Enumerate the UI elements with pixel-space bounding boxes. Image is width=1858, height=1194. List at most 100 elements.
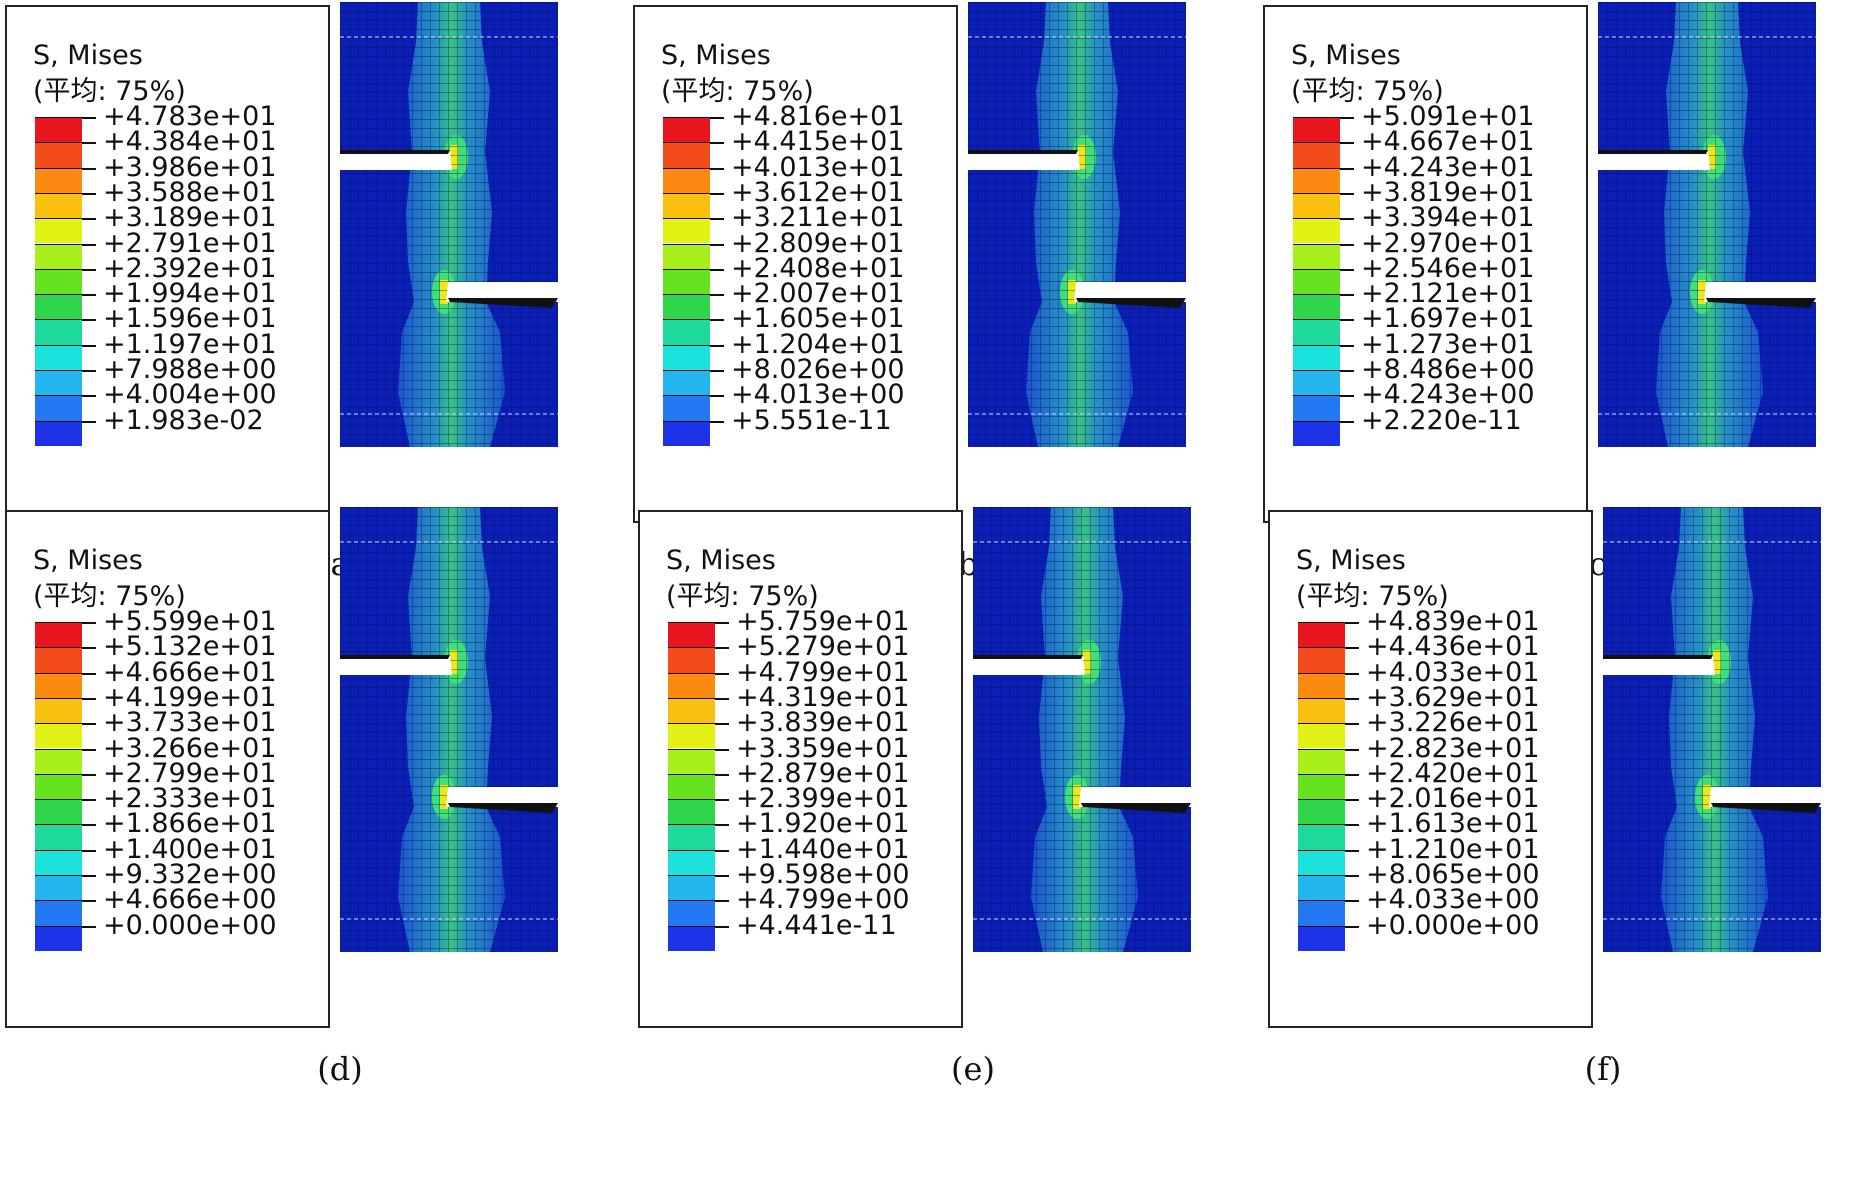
legend-value: +7.988e+00 bbox=[103, 354, 277, 385]
legend-value: +8.065e+00 bbox=[1366, 859, 1540, 890]
legend-swatch bbox=[1298, 799, 1345, 825]
legend-subtitle: (平均: 75%) bbox=[1296, 581, 1449, 612]
legend-value: +9.332e+00 bbox=[103, 859, 277, 890]
legend-tick bbox=[82, 849, 96, 852]
legend-value: +4.013e+01 bbox=[731, 151, 905, 183]
legend-value: +5.091e+01 bbox=[1361, 101, 1535, 132]
legend-tick bbox=[1340, 420, 1354, 423]
legend-subtitle: (平均: 75%) bbox=[661, 76, 814, 107]
legend-swatch bbox=[35, 925, 82, 951]
legend-swatch bbox=[668, 900, 715, 926]
legend-swatch bbox=[668, 773, 715, 800]
legend-swatch bbox=[668, 647, 715, 673]
legend-value: +2.879e+01 bbox=[736, 757, 910, 789]
legend-tick bbox=[1345, 697, 1359, 700]
legend-tick bbox=[82, 117, 96, 119]
legend-tick bbox=[715, 799, 729, 802]
legend-tick bbox=[1340, 344, 1354, 347]
result-panel: S, Mises (平均: 75%) +5.599e+01 +5.132e+01 +4.… bbox=[0, 505, 600, 1095]
legend-title: S, Mises bbox=[666, 545, 776, 576]
legend-value: +3.839e+01 bbox=[736, 707, 910, 739]
panel-caption: (e) bbox=[951, 1050, 995, 1088]
legend-value: +0.000e+00 bbox=[1366, 909, 1540, 941]
legend-swatch bbox=[1298, 697, 1345, 724]
legend-value: +5.759e+01 bbox=[736, 606, 910, 637]
legend-tick bbox=[1345, 773, 1359, 776]
legend-value: +2.546e+01 bbox=[1361, 252, 1535, 284]
legend-tick bbox=[1340, 243, 1354, 246]
legend-tick bbox=[715, 697, 729, 700]
legend-swatch bbox=[663, 117, 710, 143]
legend-value: +1.866e+01 bbox=[103, 808, 277, 840]
legend-swatch bbox=[1293, 192, 1340, 219]
legend-value: +3.629e+01 bbox=[1366, 681, 1540, 713]
legend-value: +4.666e+00 bbox=[103, 884, 277, 916]
legend-tick bbox=[1345, 799, 1359, 802]
legend-value: +3.394e+01 bbox=[1361, 202, 1535, 234]
legend-swatch bbox=[663, 319, 710, 345]
legend-swatch bbox=[35, 218, 82, 244]
legend-swatch bbox=[668, 925, 715, 951]
legend-swatch bbox=[663, 294, 710, 320]
legend-swatch bbox=[663, 218, 710, 244]
legend-value: +1.400e+01 bbox=[103, 833, 277, 865]
legend-tick bbox=[82, 294, 96, 297]
legend-tick bbox=[1340, 117, 1354, 119]
stress-contour-mesh bbox=[340, 2, 558, 447]
legend-swatch bbox=[1293, 218, 1340, 244]
legend-subtitle: (平均: 75%) bbox=[33, 581, 186, 612]
legend-swatch bbox=[1298, 875, 1345, 901]
legend-swatch bbox=[35, 799, 82, 825]
legend-value: +2.791e+01 bbox=[103, 227, 277, 259]
legend-tick bbox=[710, 319, 724, 322]
legend-value: +3.359e+01 bbox=[736, 732, 910, 764]
legend-swatch bbox=[668, 875, 715, 901]
legend-tick bbox=[710, 167, 724, 170]
legend-swatch bbox=[35, 192, 82, 219]
legend-value: +4.415e+01 bbox=[731, 126, 905, 158]
result-panel: S, Mises (平均: 75%) +5.759e+01 +5.279e+01 +4.… bbox=[633, 505, 1233, 1095]
stress-contour-mesh bbox=[1603, 507, 1821, 952]
legend-value: +4.816e+01 bbox=[731, 101, 905, 132]
legend-value: +4.384e+01 bbox=[103, 126, 277, 158]
legend-tick bbox=[715, 748, 729, 751]
legend-tick bbox=[1345, 672, 1359, 675]
legend-swatch bbox=[1293, 395, 1340, 421]
stress-contour-mesh bbox=[340, 507, 558, 952]
legend-tick bbox=[1340, 294, 1354, 297]
legend-swatch bbox=[1298, 672, 1345, 698]
legend-value: +4.799e+01 bbox=[736, 656, 910, 688]
legend-tick bbox=[82, 824, 96, 827]
legend-value: +5.132e+01 bbox=[103, 631, 277, 663]
legend-value: +1.273e+01 bbox=[1361, 328, 1535, 360]
legend-value: +9.598e+00 bbox=[736, 859, 910, 890]
legend-tick bbox=[715, 900, 729, 903]
legend-swatch bbox=[35, 167, 82, 193]
legend-swatch bbox=[663, 395, 710, 421]
legend-swatch bbox=[663, 142, 710, 168]
legend-tick bbox=[1345, 647, 1359, 650]
legend-tick bbox=[1345, 900, 1359, 903]
legend-value: +1.994e+01 bbox=[103, 278, 277, 310]
legend-box: S, Mises (平均: 75%) +5.759e+01 +5.279e+01 +4.… bbox=[638, 510, 963, 1028]
legend-swatch bbox=[35, 748, 82, 774]
panel-caption: (f) bbox=[1584, 1050, 1622, 1088]
legend-swatch bbox=[1298, 723, 1345, 749]
legend-value: +4.441e-11 bbox=[736, 909, 897, 941]
legend-tick bbox=[82, 192, 96, 195]
legend-tick bbox=[1345, 622, 1359, 624]
legend-swatch bbox=[35, 395, 82, 421]
legend-value: +2.121e+01 bbox=[1361, 278, 1535, 310]
legend-value: +3.211e+01 bbox=[731, 202, 905, 234]
legend-swatch bbox=[663, 268, 710, 295]
legend-value: +2.333e+01 bbox=[103, 783, 277, 815]
legend-value: +1.605e+01 bbox=[731, 303, 905, 335]
legend-value: +4.799e+00 bbox=[736, 884, 910, 916]
legend-tick bbox=[710, 420, 724, 423]
legend-subtitle: (平均: 75%) bbox=[1291, 76, 1444, 107]
legend-tick bbox=[82, 395, 96, 398]
legend-swatch bbox=[668, 672, 715, 698]
legend-value: +1.920e+01 bbox=[736, 808, 910, 840]
legend-box: S, Mises (平均: 75%) +5.091e+01 +4.667e+01 +4.… bbox=[1263, 5, 1588, 523]
legend-swatch bbox=[35, 900, 82, 926]
